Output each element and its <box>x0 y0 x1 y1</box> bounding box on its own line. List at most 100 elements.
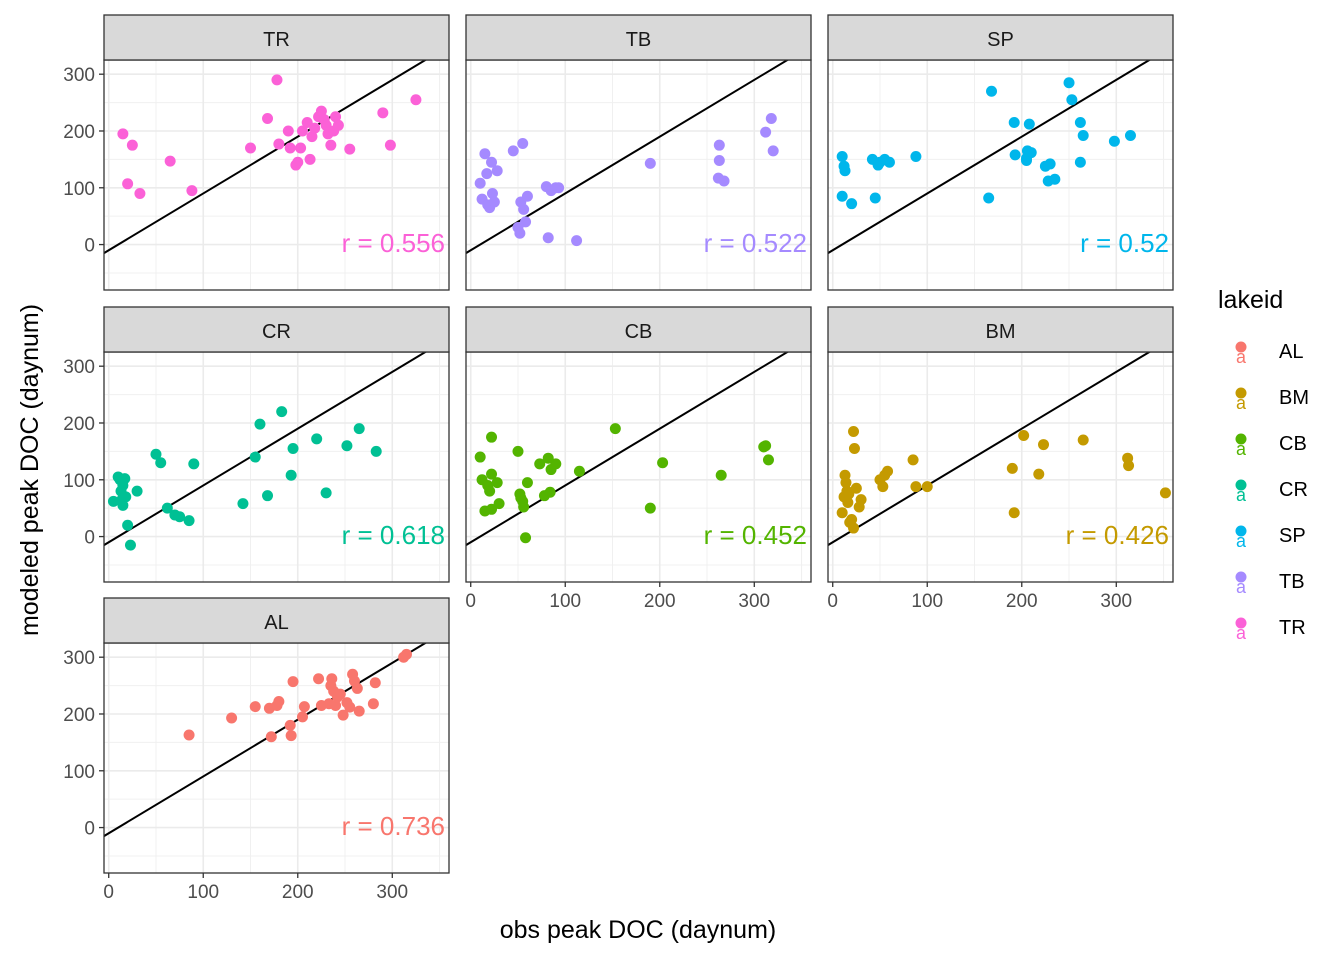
data-point <box>657 457 669 469</box>
facet-panel-cb: r = 0.452 CB <box>465 306 812 583</box>
data-point <box>276 406 288 418</box>
data-point <box>836 507 848 519</box>
legend-entry-tr: a TR <box>1235 617 1306 643</box>
data-point <box>353 423 365 435</box>
y-tick-label: 0 <box>84 236 95 257</box>
legend-label: TB <box>1279 571 1305 593</box>
data-point <box>296 125 308 137</box>
data-point <box>520 532 532 544</box>
data-point <box>344 701 356 713</box>
y-tick-label: 100 <box>63 471 95 492</box>
data-point <box>249 701 261 713</box>
data-point <box>122 519 134 531</box>
facet-panel-tb: r = 0.522 TB <box>465 14 812 291</box>
data-point <box>282 125 294 137</box>
data-point <box>150 448 162 460</box>
y-tick-label: 200 <box>63 705 95 726</box>
facet-strip <box>103 14 450 61</box>
data-point <box>848 522 860 534</box>
data-point <box>186 185 198 197</box>
y-tick-label: 200 <box>63 122 95 143</box>
panel-plot-area <box>466 352 811 582</box>
y-axes: 0 100 200 300 0 100 200 300 0 100 200 300 <box>63 65 104 840</box>
legend-label: SP <box>1279 525 1306 547</box>
data-point <box>117 499 129 511</box>
legend-label: BM <box>1279 387 1309 409</box>
facet-strip <box>465 306 812 353</box>
facet-strip-label: TB <box>626 29 652 51</box>
data-point <box>330 111 342 123</box>
data-point <box>1066 94 1078 106</box>
data-point <box>855 494 867 506</box>
data-point <box>311 433 323 445</box>
data-point <box>1108 135 1120 147</box>
data-point <box>313 673 325 685</box>
data-point <box>486 156 498 168</box>
y-tick-label: 300 <box>63 357 95 378</box>
data-point <box>134 187 146 199</box>
data-point <box>479 148 491 160</box>
data-point <box>296 711 308 723</box>
data-point <box>1008 507 1020 519</box>
x-tick-label: 100 <box>549 591 581 612</box>
data-point <box>520 216 532 228</box>
x-tick-label: 100 <box>187 882 219 903</box>
data-point <box>334 688 346 700</box>
x-tick-label: 200 <box>1006 591 1038 612</box>
facet-panel-sp: r = 0.52 SP <box>827 14 1174 291</box>
data-point <box>488 196 500 208</box>
data-point <box>883 156 895 168</box>
legend-key-glyph: a <box>1236 347 1247 367</box>
data-point <box>843 488 855 500</box>
data-point <box>1033 468 1045 480</box>
legend-label: AL <box>1279 341 1303 363</box>
y-tick-label: 100 <box>63 762 95 783</box>
data-point <box>237 498 249 510</box>
data-point <box>869 192 881 204</box>
data-point <box>760 440 772 452</box>
data-point <box>124 539 136 551</box>
data-point <box>846 198 858 210</box>
panel-plot-area <box>466 60 811 290</box>
data-point <box>107 495 119 507</box>
data-point <box>174 511 186 523</box>
data-point <box>325 139 337 151</box>
data-point <box>544 486 556 498</box>
data-point <box>1044 158 1056 170</box>
data-point <box>298 701 310 713</box>
data-point <box>839 165 851 177</box>
facet-strip-label: AL <box>264 612 288 634</box>
legend-key-glyph: a <box>1236 623 1247 643</box>
data-point <box>126 139 138 151</box>
data-point <box>320 119 332 131</box>
data-point <box>1077 130 1089 142</box>
x-tick-label: 0 <box>827 591 838 612</box>
data-point <box>183 729 195 741</box>
data-point <box>377 107 389 119</box>
data-point <box>249 451 261 463</box>
data-point <box>718 175 730 187</box>
facet-panel-al: r = 0.736 AL <box>103 597 450 874</box>
data-point <box>850 482 862 494</box>
panel-plot-area <box>828 60 1173 290</box>
data-point <box>512 445 524 457</box>
data-point <box>254 418 266 430</box>
panel-plot-area <box>104 643 449 873</box>
legend-label: CR <box>1279 479 1308 501</box>
data-point <box>715 469 727 481</box>
data-point <box>983 192 995 204</box>
data-point <box>262 112 274 124</box>
panel-plot-area <box>828 352 1173 582</box>
legend-key-point <box>1235 341 1247 353</box>
data-point <box>353 705 365 717</box>
data-point <box>271 74 283 86</box>
facet-panel-cr: r = 0.618 CR <box>103 306 450 583</box>
data-point <box>1018 429 1030 441</box>
legend-key-glyph: a <box>1236 439 1247 459</box>
correlation-label: r = 0.452 <box>704 520 807 550</box>
x-tick-label: 0 <box>103 882 114 903</box>
data-point <box>1049 173 1061 185</box>
data-point <box>1006 462 1018 474</box>
data-point <box>848 443 860 455</box>
